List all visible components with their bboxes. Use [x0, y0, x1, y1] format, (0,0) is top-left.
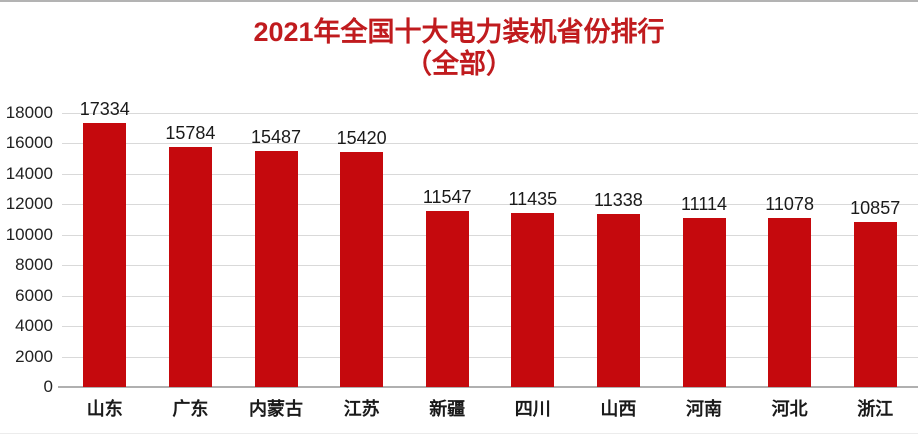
bottom-border-line — [0, 433, 918, 434]
y-axis-tick-label: 8000 — [15, 255, 53, 275]
gridline — [62, 265, 918, 267]
bar-value-label: 11547 — [422, 187, 472, 208]
gridline — [62, 204, 918, 206]
chart-title: 2021年全国十大电力装机省份排行 （全部） — [0, 16, 918, 80]
bar-value-label: 11114 — [680, 193, 728, 214]
category-label: 四川 — [514, 399, 551, 419]
y-axis-tick-label: 2000 — [15, 346, 53, 366]
bar-value-label: 15784 — [165, 122, 216, 143]
bar-value-label: 15487 — [250, 127, 302, 148]
y-axis-tick-label: 12000 — [5, 194, 53, 214]
bar-内蒙古 — [254, 151, 298, 387]
bar-广东 — [168, 146, 212, 387]
category-label: 山东 — [86, 399, 123, 419]
plot-area: 0 2000 4000 6000 8000 10000 12000 14000 16000 180… — [6, 99, 918, 419]
bar-新疆 — [425, 211, 469, 387]
gridline — [62, 234, 918, 236]
y-axis-tick-label: 4000 — [15, 316, 53, 336]
y-axis-tick-label: 18000 — [5, 103, 53, 122]
gridline — [62, 295, 918, 297]
bar-value-label: 11078 — [765, 194, 814, 215]
bar-河南 — [682, 217, 726, 387]
bar-河北 — [768, 218, 812, 387]
category-label: 山西 — [600, 399, 637, 419]
category-label: 新疆 — [429, 399, 466, 419]
bar-value-label: 17334 — [79, 99, 130, 120]
category-label: 江苏 — [343, 399, 380, 419]
y-axis-tick-label: 6000 — [15, 285, 53, 305]
y-axis-tick-label: 16000 — [5, 133, 53, 153]
x-axis-line — [58, 386, 918, 388]
bar-山西 — [596, 214, 640, 387]
y-axis-tick-label: 0 — [43, 377, 53, 396]
category-label: 河北 — [771, 399, 808, 419]
category-label: 浙江 — [857, 399, 894, 419]
category-label: 广东 — [172, 399, 209, 419]
bar-value-label: 10857 — [850, 197, 901, 218]
gridline — [62, 173, 918, 175]
category-label: 河南 — [686, 399, 722, 419]
bar-value-label: 11435 — [508, 188, 558, 209]
gridline — [62, 143, 918, 145]
gridline — [62, 326, 918, 328]
bar-value-label: 11338 — [594, 190, 643, 211]
bar-value-label: 15420 — [336, 128, 387, 149]
y-axis-tick-label: 14000 — [5, 163, 53, 183]
gridline — [62, 356, 918, 358]
bar-四川 — [511, 212, 555, 387]
chart-title-line1: 2021年全国十大电力装机省份排行 — [253, 17, 665, 47]
bar-江苏 — [340, 152, 384, 387]
y-axis-tick-label: 10000 — [5, 224, 53, 244]
bar-浙江 — [853, 221, 897, 387]
chart-title-line2: （全部） — [405, 49, 513, 79]
category-label: 内蒙古 — [249, 399, 303, 419]
top-border-line — [0, 0, 918, 2]
bar-山东 — [83, 123, 127, 387]
gridline — [62, 113, 918, 114]
